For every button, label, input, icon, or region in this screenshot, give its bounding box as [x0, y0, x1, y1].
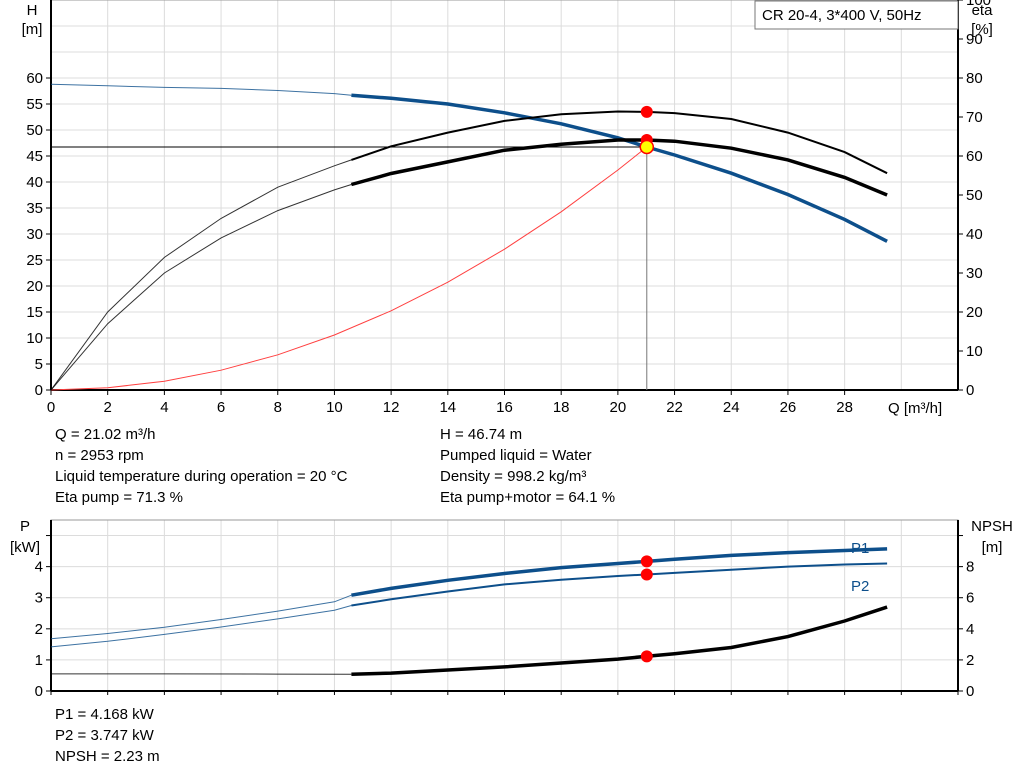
y-right-tick-label: 30 — [966, 265, 983, 282]
y-left-tick-label: 25 — [26, 252, 43, 269]
readout-density: Density = 998.2 kg/m³ — [440, 468, 587, 485]
npsh-curve — [351, 605, 888, 676]
y-left-tick-label: 55 — [26, 96, 43, 113]
x-tick-label: 26 — [780, 399, 797, 416]
x-tick-label: 18 — [553, 399, 570, 416]
y-right-tick-label: 4 — [966, 621, 974, 638]
npsh-label-2: [m] — [982, 539, 1003, 556]
p1-series-label: P1 — [851, 540, 869, 557]
y-left-tick-label: 2 — [35, 621, 43, 638]
y-left-tick-label: 0 — [35, 382, 43, 399]
y-right-tick-label: 80 — [966, 70, 983, 87]
y-left-tick-label: 35 — [26, 200, 43, 217]
readout-npsh: NPSH = 2.23 m — [55, 748, 160, 765]
head-curve — [351, 93, 888, 243]
readout-liquid: Pumped liquid = Water — [440, 447, 592, 464]
y-left-tick-label: 3 — [35, 590, 43, 607]
eta-pump-marker — [640, 105, 653, 118]
y-right-tick-label: 6 — [966, 590, 974, 607]
top-chart: 0510152025303540455055600102030405060708… — [26, 0, 991, 416]
npsh-label-1: NPSH — [971, 518, 1013, 535]
p1-marker — [640, 555, 653, 568]
y-right-tick-label: 0 — [966, 382, 974, 399]
p1-curve — [351, 547, 888, 597]
y-right-tick-label: 8 — [966, 559, 974, 576]
y-right-tick-label: 50 — [966, 187, 983, 204]
y-left-label-1: H — [27, 2, 38, 19]
y-left-tick-label: 40 — [26, 174, 43, 191]
p1-curve-extrapolated — [50, 594, 352, 640]
x-tick-label: 10 — [326, 399, 343, 416]
x-tick-label: 28 — [836, 399, 853, 416]
eta-pump-curve — [351, 110, 888, 175]
x-axis-label: Q [m³/h] — [888, 400, 942, 417]
x-tick-label: 6 — [217, 399, 225, 416]
x-tick-label: 16 — [496, 399, 513, 416]
readout-eta-pump: Eta pump = 71.3 % — [55, 489, 183, 506]
duty-point-marker — [639, 139, 655, 155]
readout-q: Q = 21.02 m³/h — [55, 426, 156, 443]
readout-p2: P2 = 3.747 kW — [55, 727, 154, 744]
y-left-tick-label: 5 — [35, 356, 43, 373]
y-right-tick-label: 40 — [966, 226, 983, 243]
y-right-tick-label: 90 — [966, 31, 983, 48]
x-tick-label: 14 — [439, 399, 456, 416]
p-label-2: [kW] — [10, 539, 40, 556]
eta-pump-curve-extrapolated — [50, 159, 352, 391]
y-right-tick-label: 10 — [966, 343, 983, 360]
y-left-tick-label: 50 — [26, 122, 43, 139]
y-right-label-1: eta — [972, 2, 994, 19]
y-left-tick-label: 4 — [35, 559, 43, 576]
x-tick-label: 12 — [383, 399, 400, 416]
y-right-label-2: [%] — [971, 21, 993, 38]
head-curve-extrapolated — [50, 83, 352, 96]
y-left-tick-label: 60 — [26, 70, 43, 87]
y-left-tick-label: 10 — [26, 330, 43, 347]
x-tick-label: 22 — [666, 399, 683, 416]
x-tick-label: 24 — [723, 399, 740, 416]
y-right-tick-label: 70 — [966, 109, 983, 126]
x-tick-label: 0 — [47, 399, 55, 416]
y-right-tick-label: 2 — [966, 652, 974, 669]
eta-pump-motor-curve — [350, 138, 888, 197]
readout-eta-motor: Eta pump+motor = 64.1 % — [440, 489, 616, 506]
x-tick-label: 8 — [274, 399, 282, 416]
x-tick-label: 4 — [160, 399, 168, 416]
y-right-tick-label: 20 — [966, 304, 983, 321]
title-box-text: CR 20-4, 3*400 V, 50Hz — [762, 7, 922, 24]
x-tick-label: 2 — [104, 399, 112, 416]
readout-right: H = 46.74 m Pumped liquid = Water Densit… — [440, 424, 615, 508]
readout-h: H = 46.74 m — [440, 426, 523, 443]
y-right-tick-label: 60 — [966, 148, 983, 165]
readout-p1: P1 = 4.168 kW — [55, 706, 154, 723]
y-left-tick-label: 0 — [35, 683, 43, 700]
eta-pump-motor-curve-extrapolated — [50, 184, 352, 391]
top-title-box: CR 20-4, 3*400 V, 50Hz — [754, 0, 959, 30]
y-right-tick-label: 0 — [966, 683, 974, 700]
readout-power: P1 = 4.168 kW P2 = 3.747 kW NPSH = 2.23 … — [55, 704, 160, 767]
y-left-tick-label: 1 — [35, 652, 43, 669]
readout-n: n = 2953 rpm — [55, 447, 144, 464]
readout-left: Q = 21.02 m³/h n = 2953 rpm Liquid tempe… — [55, 424, 347, 508]
y-left-tick-label: 20 — [26, 278, 43, 295]
system-curve — [50, 146, 648, 391]
y-right-tick-label: 100 — [966, 0, 991, 9]
x-tick-label: 20 — [610, 399, 627, 416]
p2-marker — [640, 568, 653, 581]
y-left-label-2: [m] — [22, 21, 43, 38]
p2-series-label: P2 — [851, 578, 869, 595]
y-left-tick-label: 15 — [26, 304, 43, 321]
p2-curve-extrapolated — [50, 605, 352, 648]
y-left-tick-label: 30 — [26, 226, 43, 243]
p2-curve — [351, 562, 888, 607]
p-label-1: P — [20, 518, 30, 535]
npsh-marker — [640, 650, 653, 663]
readout-temp: Liquid temperature during operation = 20… — [55, 468, 348, 485]
bottom-chart: 0 1 2 3 4 0 2 4 6 8 — [35, 519, 974, 700]
y-left-tick-label: 45 — [26, 148, 43, 165]
